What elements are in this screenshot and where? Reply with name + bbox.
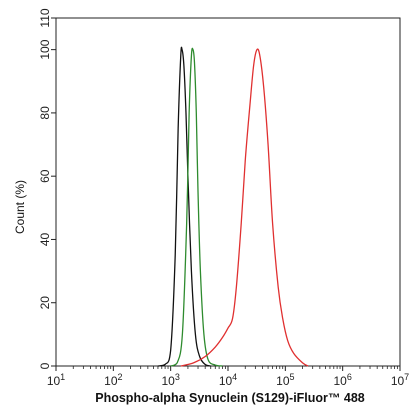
plot-frame [55, 17, 401, 367]
x-axis: 101 102 103 104 105 106 107 [47, 366, 409, 388]
y-axis-title: Count (%) [13, 180, 27, 234]
y-tick-label: 110 [38, 8, 52, 27]
x-tick-exponent: 7 [404, 372, 409, 382]
x-tick-base: 10 [391, 374, 405, 388]
x-tick-label: 105 [276, 372, 294, 388]
histogram-series-1 [157, 46, 211, 367]
x-tick-base: 10 [47, 374, 61, 388]
x-tick-label: 107 [391, 372, 409, 388]
y-tick-label: 100 [38, 39, 52, 59]
y-tick-label: 40 [38, 232, 52, 246]
x-tick-label: 104 [219, 372, 237, 388]
x-tick-exponent: 4 [232, 372, 237, 382]
x-tick-label: 102 [104, 372, 122, 388]
histogram-series-2 [170, 47, 223, 367]
y-tick-label: 20 [38, 296, 52, 310]
x-tick-base: 10 [276, 374, 290, 388]
y-axis: 0 20 40 60 80 100 110 [38, 8, 56, 369]
x-tick-label: 103 [161, 372, 179, 388]
x-tick-exponent: 5 [290, 372, 295, 382]
x-tick-exponent: 3 [175, 372, 180, 382]
histogram-series-3 [180, 48, 309, 367]
y-tick-label: 0 [38, 362, 52, 369]
y-tick-label: 60 [38, 169, 52, 183]
x-tick-label: 106 [333, 372, 351, 388]
x-tick-label: 101 [47, 372, 65, 388]
x-tick-base: 10 [219, 374, 233, 388]
y-tick-label: 80 [38, 106, 52, 120]
x-tick-base: 10 [104, 374, 118, 388]
x-tick-exponent: 6 [347, 372, 352, 382]
x-tick-exponent: 2 [118, 372, 123, 382]
x-tick-exponent: 1 [60, 372, 65, 382]
x-tick-base: 10 [333, 374, 347, 388]
x-tick-base: 10 [161, 374, 175, 388]
series-layer [157, 46, 309, 367]
x-axis-title: Phospho-alpha Synuclein (S129)-iFluor™ 4… [95, 391, 365, 405]
plot-border [55, 17, 401, 367]
